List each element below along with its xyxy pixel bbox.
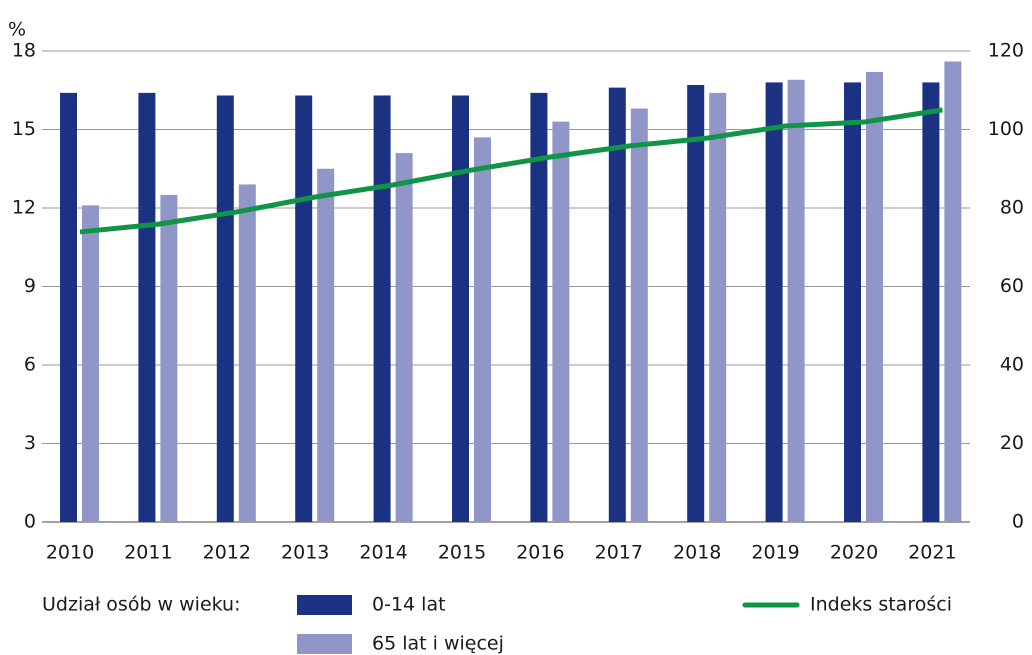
x-tick-label: 2021 (908, 542, 956, 564)
line-series (79, 107, 943, 235)
bar (709, 92, 727, 522)
bar (452, 95, 469, 522)
y-tick-label: 15 (12, 118, 36, 140)
y2-tick-label: 80 (1000, 197, 1024, 219)
bar (608, 87, 626, 522)
legend-swatch (297, 595, 352, 615)
y-tick-label: 18 (12, 40, 36, 62)
legend-swatch (297, 634, 352, 654)
bar (866, 71, 883, 522)
x-tick-label: 2011 (124, 542, 172, 564)
legend-title: Udział osób w wieku: (42, 594, 241, 616)
bar (82, 205, 99, 522)
bar (395, 153, 413, 523)
y2-tick-label: 0 (1012, 511, 1024, 533)
x-tick-label: 2012 (203, 542, 251, 564)
bar (317, 168, 335, 522)
y2-tick-label: 60 (1000, 275, 1024, 297)
y2-tick-label: 40 (1000, 354, 1024, 376)
bar (138, 92, 156, 522)
y-unit: % (8, 19, 26, 41)
x-tick-label: 2014 (359, 542, 407, 564)
bar (238, 184, 256, 522)
x-tick-label: 2013 (281, 542, 329, 564)
x-tick-label: 2020 (830, 542, 878, 564)
bar (373, 95, 391, 522)
x-tick-label: 2015 (438, 542, 486, 564)
x-tick-label: 2016 (516, 542, 564, 564)
bar (295, 95, 313, 522)
bar (844, 82, 861, 523)
bar (787, 79, 805, 523)
y-tick-label: 0 (24, 511, 36, 533)
y-tick-label: 6 (24, 354, 36, 376)
bar (552, 121, 570, 523)
bar (60, 92, 77, 522)
y2-tick-label: 20 (1000, 432, 1024, 454)
legend-label: 65 lat i więcej (372, 633, 504, 655)
legend-label: Indeks starości (810, 594, 952, 616)
bar (474, 137, 491, 522)
legend-label: 0-14 lat (372, 594, 446, 616)
x-tick-label: 2017 (595, 542, 643, 564)
bar (944, 61, 962, 522)
bar (160, 194, 178, 522)
bar (922, 82, 940, 523)
y2-tick-label: 100 (988, 118, 1024, 140)
bar (530, 92, 548, 522)
y2-tick-label: 120 (988, 40, 1024, 62)
bar (765, 82, 783, 523)
y-tick-label: 3 (24, 432, 36, 454)
bar (630, 108, 648, 523)
x-tick-label: 2018 (673, 542, 721, 564)
bar (216, 95, 234, 522)
x-tick-label: 2019 (751, 542, 799, 564)
bar (687, 85, 705, 523)
x-tick-label: 2010 (46, 542, 94, 564)
y-tick-label: 12 (12, 197, 36, 219)
y-tick-label: 9 (24, 275, 36, 297)
